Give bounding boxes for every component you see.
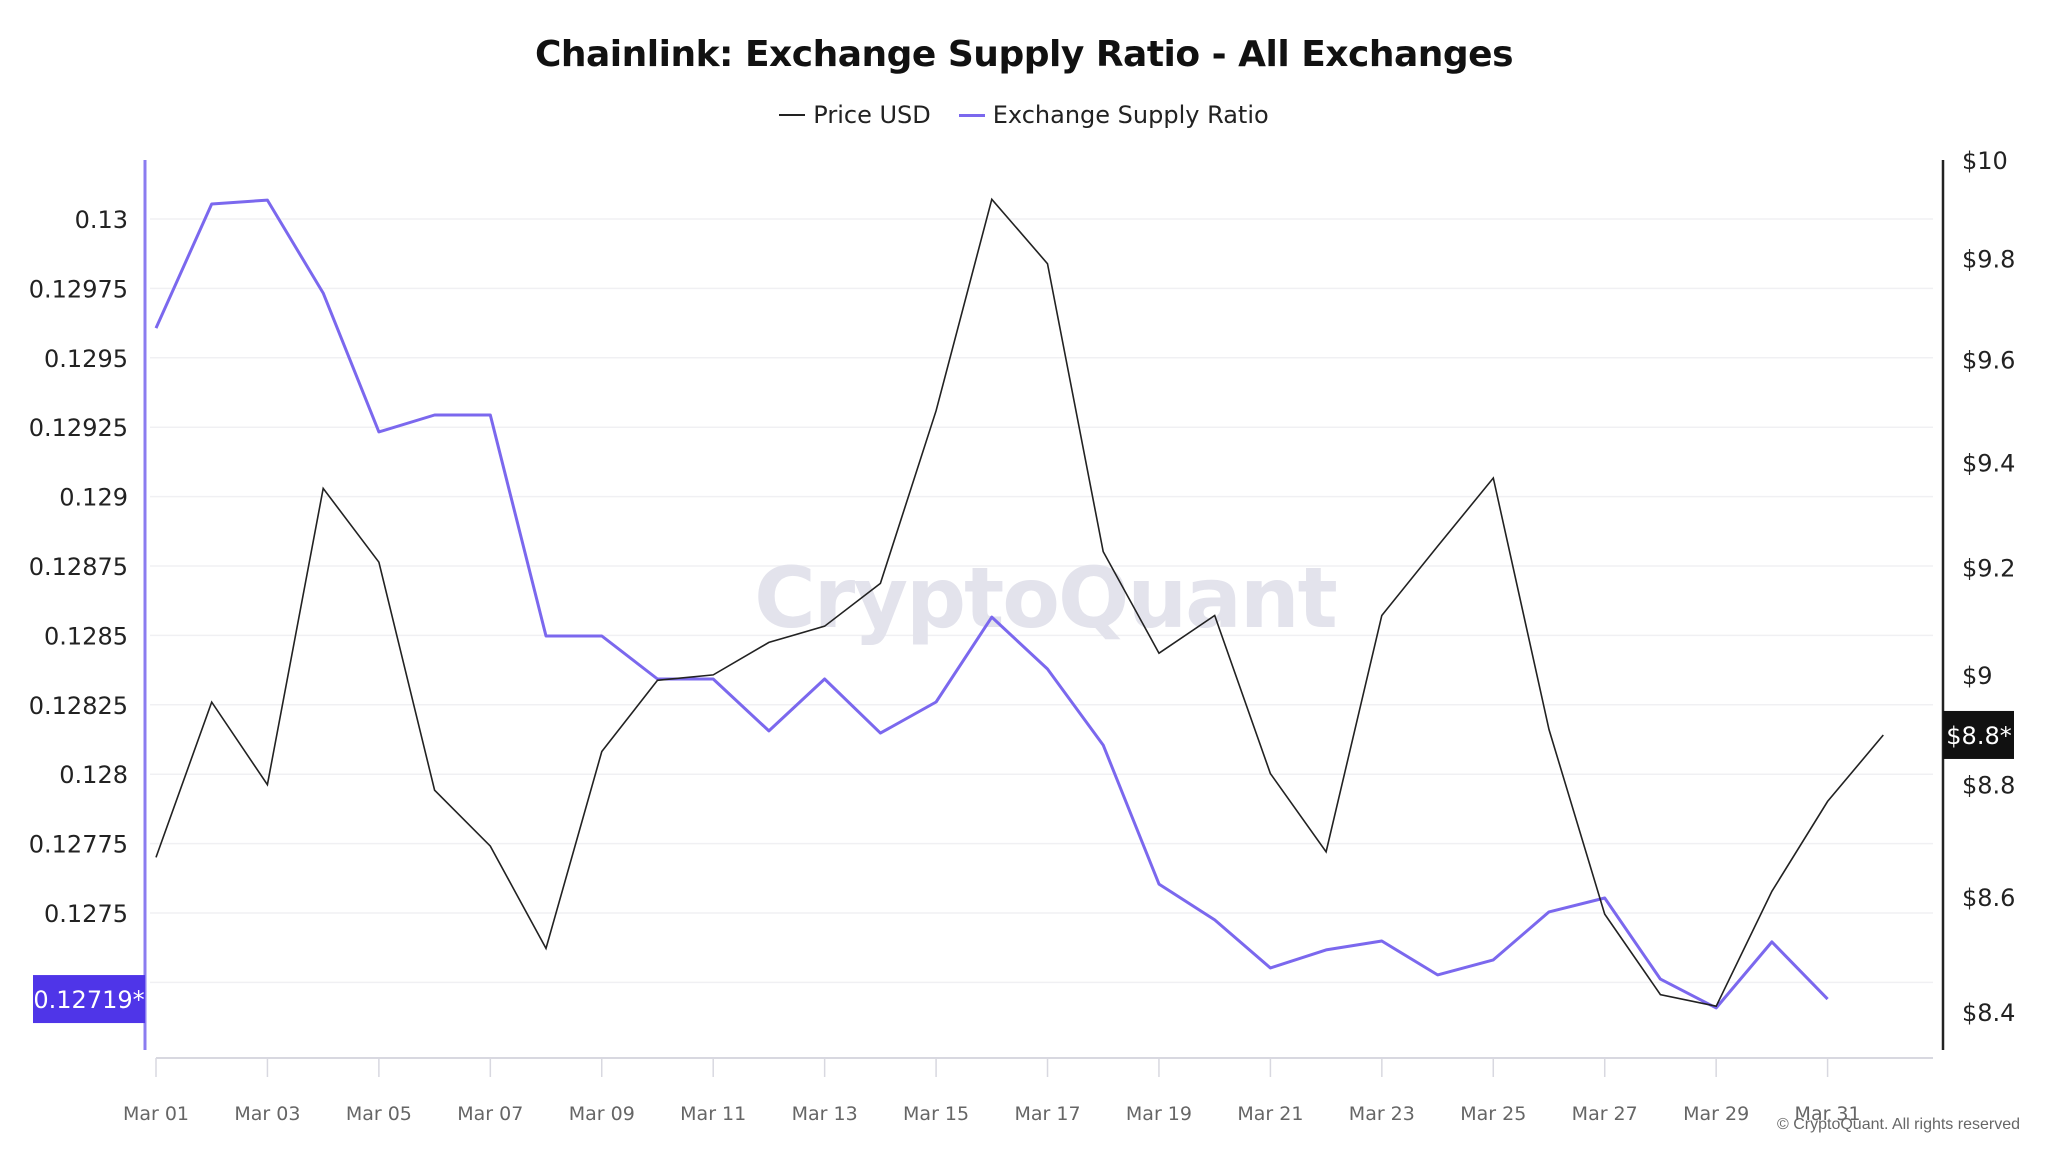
watermark-logo: CryptoQuant [754,549,1337,647]
left-y-axis: 0.13 0.12975 0.1295 0.12925 0.129 0.12875 0.12… [29,160,147,1050]
left-axis-tick-label: 0.129 [59,484,128,512]
legend-label-price-usd: Price USD [813,101,931,129]
left-axis-tick-label: 0.12875 [29,553,128,581]
x-axis-tick-label: Mar 07 [457,1103,523,1125]
current-value-badges: 0.12719* $8.8* [33,710,2014,1024]
x-axis: Mar 01 Mar 03 Mar 05 Mar 07 Mar 09 Mar 11 Mar … [123,1057,1933,1125]
x-axis-tick-label: Mar 31 [1795,1103,1861,1125]
right-axis-tick-label: $9.6 [1962,346,2015,374]
left-axis-tick-label: 0.1275 [44,900,128,928]
right-axis-tick-label: $9 [1962,662,1993,690]
right-axis-tick-label: $9.8 [1962,246,2015,274]
x-axis-tick-label: Mar 25 [1460,1103,1526,1125]
left-axis-tick-label: 0.13 [75,206,128,234]
x-axis-tick-label: Mar 19 [1126,1103,1192,1125]
copyright-text: © CryptoQuant. All rights reserved [1777,1116,2020,1133]
legend-item-price-usd[interactable]: Price USD [779,101,931,129]
left-axis-tick-label: 0.12775 [29,831,128,859]
x-axis-tick-label: Mar 29 [1683,1103,1749,1125]
left-current-value-badge [33,975,145,1024]
right-axis-tick-label: $10 [1962,147,2008,175]
legend-label-exchange-supply-ratio: Exchange Supply Ratio [992,101,1269,129]
price-usd-line[interactable] [155,197,1884,1008]
x-axis-tick-label: Mar 05 [346,1103,412,1125]
left-axis-tick-label: 0.1295 [44,345,128,373]
x-axis-tick-label: Mar 03 [234,1103,300,1125]
legend-item-exchange-supply-ratio[interactable]: Exchange Supply Ratio [958,101,1269,129]
x-axis-tick-label: Mar 13 [792,1103,858,1125]
right-y-axis: $10 $9.8 $9.6 $9.4 $9.2 $9 $8.8 $8.6 $8.4 [1941,147,2015,1050]
price-line-swatch-icon [779,114,806,116]
right-axis-tick-label: $8.8 [1962,772,2015,800]
left-axis-tick-label: 0.12925 [29,414,128,442]
right-axis-tick-label: $9.2 [1962,554,2015,582]
ratio-line-swatch-icon [958,113,985,117]
x-axis-tick-label: Mar 21 [1237,1103,1303,1125]
x-axis-tick-label: Mar 17 [1014,1103,1080,1125]
series-lines [154,197,1884,1010]
legend: Price USD Exchange Supply Ratio [0,101,2048,129]
left-axis-tick-label: 0.12975 [29,275,128,303]
right-axis-tick-label: $8.6 [1962,884,2015,912]
left-current-value-label: 0.12719* [33,986,144,1014]
x-axis-tick-label: Mar 01 [123,1103,189,1125]
x-axis-tick-label: Mar 23 [1349,1103,1415,1125]
x-axis-tick-label: Mar 11 [680,1103,746,1125]
left-axis-tick-label: 0.12825 [29,692,128,720]
x-axis-tick-label: Mar 27 [1572,1103,1638,1125]
right-current-value-badge [1943,710,2014,759]
left-axis-tick-label: 0.128 [59,761,128,789]
exchange-supply-ratio-line[interactable] [154,198,1829,1010]
left-axis-tick-label: 0.1285 [44,622,128,650]
right-axis-tick-label: $8.4 [1962,999,2015,1027]
chart-title: Chainlink: Exchange Supply Ratio - All E… [534,34,1514,75]
gridlines [150,218,1933,984]
x-axis-tick-label: Mar 09 [569,1103,635,1125]
x-axis-tick-label: Mar 15 [903,1103,969,1125]
right-current-value-label: $8.8* [1946,722,2011,750]
right-axis-tick-label: $9.4 [1962,449,2015,477]
